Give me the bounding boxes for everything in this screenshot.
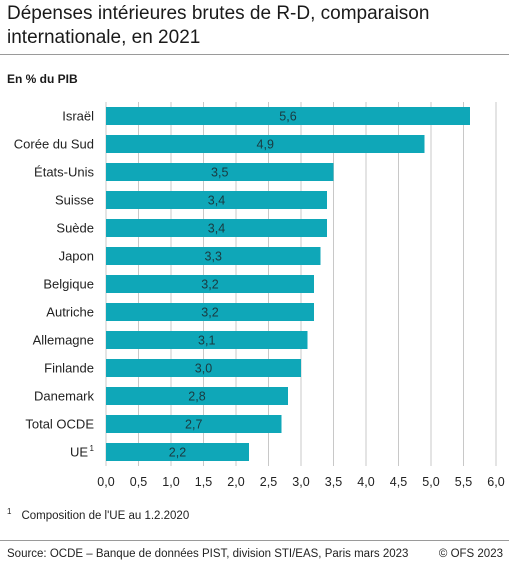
bar: [106, 359, 301, 377]
value-label: 3,2: [201, 278, 218, 292]
bar: [106, 415, 282, 433]
value-label: 2,2: [169, 446, 186, 460]
category-label: Allemagne: [33, 333, 94, 348]
value-label: 3,4: [208, 194, 225, 208]
x-tick-labels: 0,0 0,5 1,0 1,5 2,0 2,5 3,0 3,5 4,0 4,5 5,0 5,5 6,0: [97, 475, 504, 489]
category-superscript: 1: [90, 444, 95, 453]
category-label: Autriche: [46, 305, 94, 320]
bar: [106, 247, 321, 265]
bar: [106, 331, 308, 349]
bar: [106, 275, 314, 293]
x-tick-label: 0,0: [97, 475, 114, 489]
value-label: 3,0: [195, 362, 212, 376]
value-label: 3,5: [211, 166, 228, 180]
x-tick-label: 5,5: [455, 475, 472, 489]
x-tick-label: 1,0: [162, 475, 179, 489]
source-note: Source: OCDE – Banque de données PIST, d…: [7, 548, 409, 560]
x-tick-label: 3,5: [325, 475, 342, 489]
bar: [106, 303, 314, 321]
x-tick-label: 0,5: [130, 475, 147, 489]
value-label: 2,8: [188, 390, 205, 404]
category-label: Total OCDE: [25, 417, 94, 432]
footnote: 1 Composition de l'UE au 1.2.2020: [7, 507, 189, 522]
value-label: 3,1: [198, 334, 215, 348]
x-tick-label: 1,5: [195, 475, 212, 489]
title-divider: [0, 54, 509, 55]
value-labels: 5,6 4,9 3,5 3,4 3,4 3,3 3,2 3,2 3,1 3,0 2,8 2,7 2,2: [169, 110, 297, 460]
x-tick-label: 6,0: [487, 475, 504, 489]
bar: [106, 163, 334, 181]
category-label: UE: [70, 445, 88, 460]
category-label: Danemark: [34, 389, 94, 404]
bar: [106, 443, 249, 461]
category-label: Suède: [56, 221, 94, 236]
bar: [106, 191, 327, 209]
value-label: 2,7: [185, 418, 202, 432]
bar-chart: Israël Corée du Sud États-Unis Suisse Suède J…: [14, 102, 505, 489]
unit-label: En % du PIB: [7, 72, 78, 86]
copyright: © OFS 2023: [438, 548, 503, 560]
x-tick-label: 2,0: [227, 475, 244, 489]
category-label: Suisse: [55, 193, 94, 208]
footnote-marker: 1: [7, 507, 12, 516]
category-label: Corée du Sud: [14, 137, 94, 152]
x-tick-label: 4,5: [390, 475, 407, 489]
x-tick-label: 2,5: [260, 475, 277, 489]
chart-title: Dépenses intérieures brutes de R-D, comp…: [7, 3, 430, 48]
bars: [106, 107, 470, 461]
bar: [106, 107, 470, 125]
category-labels: Israël Corée du Sud États-Unis Suisse Suède J…: [14, 109, 95, 460]
value-label: 4,9: [257, 138, 274, 152]
x-tick-label: 4,0: [357, 475, 374, 489]
value-label: 5,6: [279, 110, 296, 124]
category-label: Belgique: [43, 277, 94, 292]
value-label: 3,3: [205, 250, 222, 264]
x-tick-label: 5,0: [422, 475, 439, 489]
x-tick-label: 3,0: [292, 475, 309, 489]
category-label: Japon: [59, 249, 94, 264]
value-label: 3,2: [201, 306, 218, 320]
value-label: 3,4: [208, 222, 225, 236]
bar: [106, 219, 327, 237]
footnote-text: Composition de l'UE au 1.2.2020: [21, 509, 190, 522]
category-label: États-Unis: [34, 165, 94, 180]
bar: [106, 135, 425, 153]
bar: [106, 387, 288, 405]
category-label: Israël: [62, 109, 94, 124]
footer-divider: [0, 540, 509, 541]
category-label: Finlande: [44, 361, 94, 376]
